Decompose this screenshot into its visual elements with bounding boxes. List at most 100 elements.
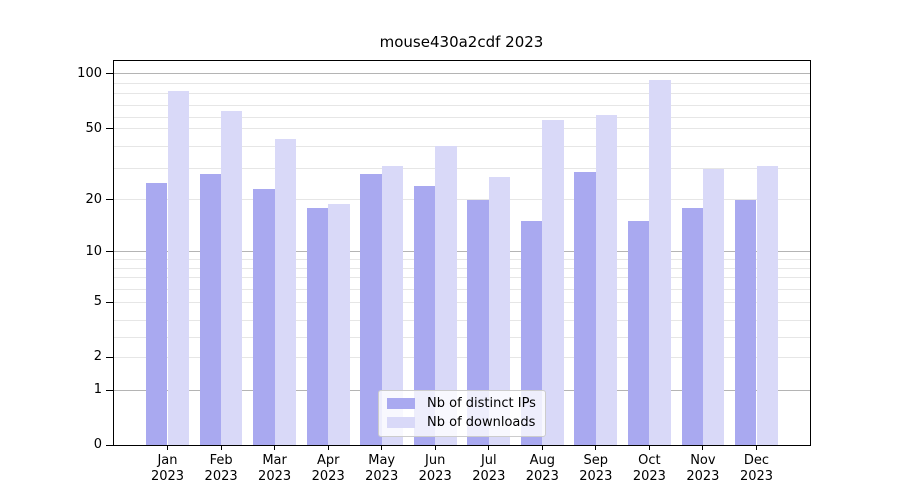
minor-gridline <box>114 259 810 260</box>
y-tick-mark <box>106 73 113 75</box>
major-gridline <box>114 73 810 75</box>
x-tick-label-jul: Jul 2023 <box>457 453 521 485</box>
y-tick-label: 5 <box>93 294 102 310</box>
x-tick-mark <box>648 446 650 450</box>
year-label: 2023 <box>258 469 292 484</box>
year-label: 2023 <box>579 469 613 484</box>
x-tick-mark <box>702 446 704 450</box>
bar-downloads-jan <box>167 90 189 445</box>
y-tick-mark <box>106 251 113 253</box>
bar-downloads-aug <box>542 120 564 445</box>
bar-distinct-ips-nov <box>681 207 703 445</box>
legend-label-downloads: Nb of downloads <box>427 415 536 430</box>
x-tick-label-oct: Oct 2023 <box>617 453 681 485</box>
x-tick-mark <box>220 446 222 450</box>
minor-gridline <box>114 105 810 107</box>
x-tick-mark <box>488 446 490 450</box>
x-tick-label-aug: Aug 2023 <box>510 453 574 485</box>
bar-distinct-ips-mar <box>253 189 275 445</box>
bar-distinct-ips-apr <box>306 207 329 445</box>
y-tick-label: 50 <box>85 120 102 136</box>
bar-distinct-ips-jan <box>146 182 168 445</box>
year-label: 2023 <box>686 469 720 484</box>
x-tick-label-feb: Feb 2023 <box>189 453 253 485</box>
x-tick-label-sep: Sep 2023 <box>564 453 628 485</box>
x-tick-label-nov: Nov 2023 <box>671 453 735 485</box>
y-tick-label: 20 <box>85 191 102 207</box>
year-label: 2023 <box>525 469 559 484</box>
bar-distinct-ips-oct <box>628 221 650 445</box>
y-tick-mark <box>106 389 113 391</box>
minor-gridline <box>114 168 810 170</box>
year-label: 2023 <box>472 469 506 484</box>
x-tick-mark <box>434 446 436 450</box>
y-tick-label: 0 <box>93 437 102 452</box>
x-tick-label-jun: Jun 2023 <box>403 453 467 485</box>
month-label: Sep <box>583 453 609 468</box>
bars-layer <box>114 61 810 445</box>
bar-distinct-ips-may <box>360 174 382 445</box>
bar-distinct-ips-sep <box>574 171 596 445</box>
bar-distinct-ips-aug <box>520 221 543 445</box>
bar-downloads-sep <box>595 114 618 445</box>
y-tick-label: 2 <box>93 349 102 365</box>
minor-gridline <box>114 277 810 279</box>
bar-downloads-nov <box>702 168 725 445</box>
bar-downloads-jul <box>488 176 511 445</box>
legend-item-downloads: Nb of downloads <box>387 415 536 430</box>
month-label: Oct <box>638 453 661 468</box>
year-label: 2023 <box>204 469 238 484</box>
month-label: May <box>368 453 396 468</box>
year-label: 2023 <box>632 469 666 484</box>
month-label: Jan <box>157 453 178 468</box>
minor-gridline <box>114 199 810 201</box>
minor-gridline <box>114 128 810 129</box>
year-label: 2023 <box>150 469 185 484</box>
month-label: Jul <box>480 453 497 468</box>
y-tick-label: 100 <box>77 65 102 81</box>
month-label: Nov <box>690 453 716 468</box>
month-label: Dec <box>743 453 770 468</box>
x-tick-mark <box>541 446 543 450</box>
bar-distinct-ips-jun <box>413 185 436 445</box>
x-tick-label-dec: Dec 2023 <box>725 453 789 485</box>
year-label: 2023 <box>739 469 774 484</box>
x-tick-label-mar: Mar 2023 <box>243 453 307 485</box>
x-tick-mark <box>595 446 597 450</box>
year-label: 2023 <box>418 469 452 484</box>
legend-swatch-downloads <box>387 417 415 428</box>
legend-label-distinct-ips: Nb of distinct IPs <box>427 396 536 411</box>
x-tick-label-apr: Apr 2023 <box>296 453 360 485</box>
bar-downloads-oct <box>649 79 671 445</box>
chart-title: mouse430a2cdf 2023 <box>379 33 544 51</box>
bar-distinct-ips-dec <box>735 199 757 445</box>
x-tick-mark <box>381 446 383 450</box>
minor-gridline <box>114 267 810 269</box>
y-tick-label: 1 <box>93 382 102 398</box>
x-tick-label-jan: Jan 2023 <box>136 453 200 485</box>
x-tick-mark <box>327 446 329 450</box>
x-tick-mark <box>167 446 168 450</box>
bar-downloads-jun <box>435 146 457 445</box>
bar-downloads-mar <box>274 138 296 445</box>
plot-area <box>113 60 811 446</box>
minor-gridline <box>114 145 810 147</box>
minor-gridline <box>114 301 810 303</box>
major-gridline <box>114 251 810 253</box>
year-label: 2023 <box>365 469 399 484</box>
month-label: Mar <box>262 453 287 468</box>
minor-gridline <box>114 356 810 358</box>
x-tick-mark <box>756 446 757 450</box>
bar-downloads-dec <box>756 166 778 445</box>
month-label: Aug <box>529 453 555 468</box>
x-tick-mark <box>274 446 276 450</box>
minor-gridline <box>114 83 810 85</box>
month-label: Jun <box>425 453 446 468</box>
bar-distinct-ips-feb <box>199 174 222 445</box>
minor-gridline <box>114 288 810 290</box>
month-label: Apr <box>316 453 340 468</box>
y-tick-mark <box>106 444 113 446</box>
bar-downloads-feb <box>221 111 243 445</box>
legend-item-distinct-ips: Nb of distinct IPs <box>387 396 536 411</box>
